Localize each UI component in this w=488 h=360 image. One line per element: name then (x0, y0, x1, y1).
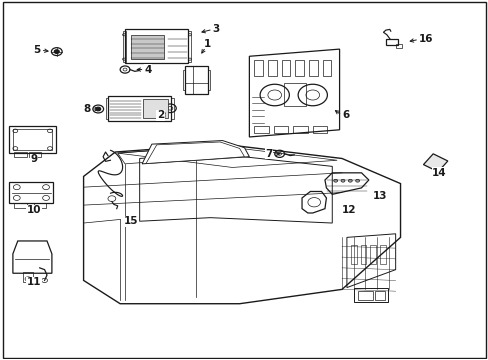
Bar (267, 60, 276, 76)
Circle shape (355, 179, 359, 182)
Bar (142, 99, 168, 118)
Text: 7: 7 (265, 149, 272, 159)
Bar (281, 60, 290, 76)
Bar (312, 126, 327, 134)
Bar (125, 30, 188, 63)
Bar (14, 203, 26, 208)
Text: 4: 4 (144, 64, 152, 75)
Circle shape (340, 179, 344, 182)
Polygon shape (423, 154, 447, 172)
Bar (360, 244, 366, 264)
Text: 8: 8 (83, 104, 91, 114)
Text: 14: 14 (431, 168, 446, 178)
Bar (254, 60, 263, 76)
Text: 13: 13 (372, 191, 386, 201)
Bar (122, 31, 125, 62)
Bar (254, 126, 268, 134)
Text: 3: 3 (212, 24, 220, 35)
Text: 15: 15 (124, 216, 138, 226)
Bar (353, 288, 387, 302)
Polygon shape (142, 140, 249, 164)
Bar (183, 69, 185, 90)
Bar (22, 272, 33, 282)
Bar (29, 152, 41, 157)
Bar (131, 35, 163, 59)
Polygon shape (83, 144, 400, 304)
Bar (187, 31, 190, 62)
Bar (395, 44, 402, 48)
Circle shape (54, 50, 59, 53)
Bar (9, 126, 56, 153)
Bar (14, 152, 26, 157)
Text: 16: 16 (418, 35, 433, 44)
Bar (357, 291, 372, 300)
Polygon shape (249, 49, 339, 137)
Text: 11: 11 (26, 277, 41, 287)
Bar (184, 66, 208, 94)
Bar (374, 291, 384, 300)
Bar (108, 96, 171, 121)
Bar (284, 83, 306, 106)
Text: 10: 10 (26, 206, 41, 216)
Bar (13, 129, 52, 150)
Bar (105, 98, 108, 119)
Text: 6: 6 (341, 111, 348, 121)
Polygon shape (146, 142, 244, 163)
Circle shape (347, 179, 351, 182)
Bar (322, 60, 330, 76)
Circle shape (96, 107, 101, 111)
Bar (273, 126, 288, 134)
Text: 12: 12 (342, 206, 356, 216)
Bar (34, 203, 46, 208)
Bar (170, 98, 173, 119)
Bar (369, 244, 375, 264)
Bar (207, 69, 210, 90)
Bar (308, 60, 317, 76)
Circle shape (333, 179, 337, 182)
Bar (9, 182, 53, 203)
Text: 5: 5 (33, 45, 41, 55)
Text: 9: 9 (30, 154, 38, 164)
Bar (295, 60, 304, 76)
Bar (350, 244, 356, 264)
Bar (293, 126, 307, 134)
Bar (385, 39, 397, 45)
Bar (379, 244, 385, 264)
Text: 1: 1 (204, 39, 211, 49)
Text: 2: 2 (157, 111, 163, 121)
